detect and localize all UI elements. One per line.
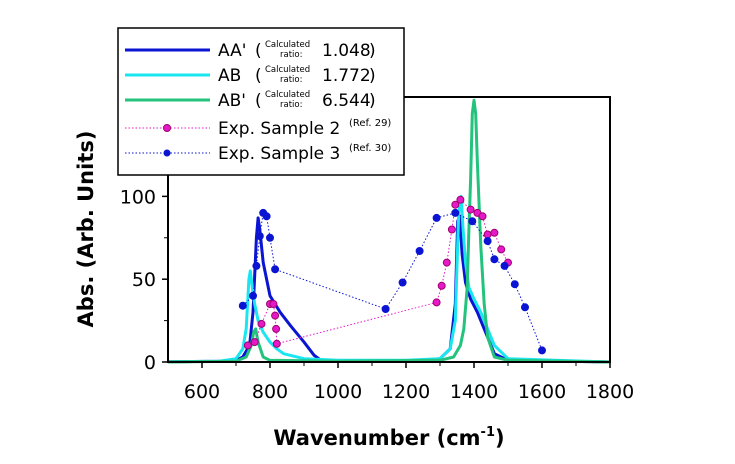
legend-marker-exp3 — [163, 149, 171, 157]
y-tick-label: 50 — [132, 269, 156, 291]
legend-ratio-label-ab: ratio: — [280, 75, 302, 85]
data-point — [437, 281, 446, 290]
x-axis-label-sup: -1 — [481, 425, 495, 440]
data-point — [497, 245, 506, 254]
y-tick-label: 0 — [144, 352, 156, 374]
series-line-1 — [167, 194, 611, 364]
data-point — [468, 217, 477, 226]
legend-paren-open-abp: ( — [255, 91, 262, 111]
data-point — [255, 232, 264, 241]
data-point — [451, 200, 460, 209]
data-point — [272, 339, 281, 348]
x-tick-label: 1600 — [518, 381, 566, 403]
legend-ratio-abp: 6.544 — [322, 91, 371, 111]
data-point — [271, 265, 280, 274]
y-axis-label: Abs. (Arb. Units) — [74, 131, 98, 328]
data-point — [500, 261, 509, 270]
x-axis-label-main: Wavenumber (cm — [273, 426, 480, 450]
data-point — [432, 298, 441, 307]
data-point — [415, 247, 424, 255]
y-tick-label: 100 — [120, 186, 156, 208]
legend-paren-close-ab: ) — [369, 66, 376, 86]
series-line-0 — [167, 214, 611, 364]
legend-label-exp3: Exp. Sample 3 — [218, 144, 340, 164]
legend-label-ab: AB — [218, 66, 241, 86]
legend-calc-label-abp: Calculated — [265, 90, 310, 100]
x-tick-label: 1400 — [450, 381, 498, 403]
data-point — [381, 305, 390, 313]
data-point — [252, 261, 261, 270]
data-point — [266, 233, 274, 242]
data-point — [451, 208, 460, 217]
data-point — [398, 278, 407, 287]
legend-label-abp: AB' — [218, 91, 246, 111]
data-point — [269, 300, 278, 308]
data-point — [490, 228, 499, 237]
x-axis-label: Wavenumber (cm-1) — [273, 425, 504, 450]
x-tick-label: 600 — [184, 381, 220, 403]
data-point — [456, 195, 465, 204]
data-point — [447, 225, 456, 234]
x-tick-label: 1000 — [314, 381, 362, 403]
series-layer — [167, 98, 611, 364]
data-point — [483, 230, 492, 239]
data-point — [483, 237, 492, 246]
legend-label-exp2: Exp. Sample 2 — [218, 119, 340, 139]
data-point — [271, 311, 280, 320]
legend-paren-close-abp: ) — [369, 91, 376, 111]
legend-paren-open-ab: ( — [255, 66, 262, 86]
data-point — [238, 301, 247, 310]
legend-ratio-label-aa: ratio: — [280, 50, 302, 60]
data-point — [243, 341, 252, 350]
x-tick-label: 800 — [252, 381, 288, 403]
data-point — [432, 213, 441, 222]
legend-calc-label-aa: Calculated — [265, 40, 310, 50]
data-point — [510, 280, 519, 289]
data-point — [466, 205, 475, 214]
axes-layer: 600 800 1000 1200 1400 1600 1800 0 50 100 — [120, 154, 634, 403]
legend-ref-exp2: (Ref. 29) — [349, 118, 391, 129]
series-line-2 — [167, 98, 611, 364]
legend-calc-label-ab: Calculated — [265, 65, 310, 75]
legend-ratio-ab: 1.772 — [322, 66, 371, 86]
legend-label-aa: AA' — [218, 41, 246, 61]
data-point — [478, 212, 487, 221]
data-point — [262, 212, 271, 221]
legend: AA' ( Calculated ratio: 1.048 ) AB ( Cal… — [117, 27, 405, 176]
data-point — [249, 291, 257, 300]
legend-paren-close-aa: ) — [369, 41, 376, 61]
data-point — [272, 324, 281, 333]
data-point — [257, 319, 266, 328]
legend-marker-exp2 — [163, 124, 171, 132]
legend-ratio-label-abp: ratio: — [280, 100, 302, 110]
data-point — [538, 346, 546, 355]
x-tick-label: 1800 — [586, 381, 634, 403]
x-axis-label-end: ) — [495, 426, 505, 450]
legend-ref-exp3: (Ref. 30) — [349, 143, 391, 154]
data-point — [490, 255, 499, 264]
x-tick-label: 1200 — [382, 381, 430, 403]
data-point — [521, 303, 529, 312]
legend-paren-open-aa: ( — [255, 41, 262, 61]
legend-ratio-aa: 1.048 — [322, 41, 371, 61]
data-point — [250, 338, 259, 347]
data-point — [442, 258, 451, 267]
